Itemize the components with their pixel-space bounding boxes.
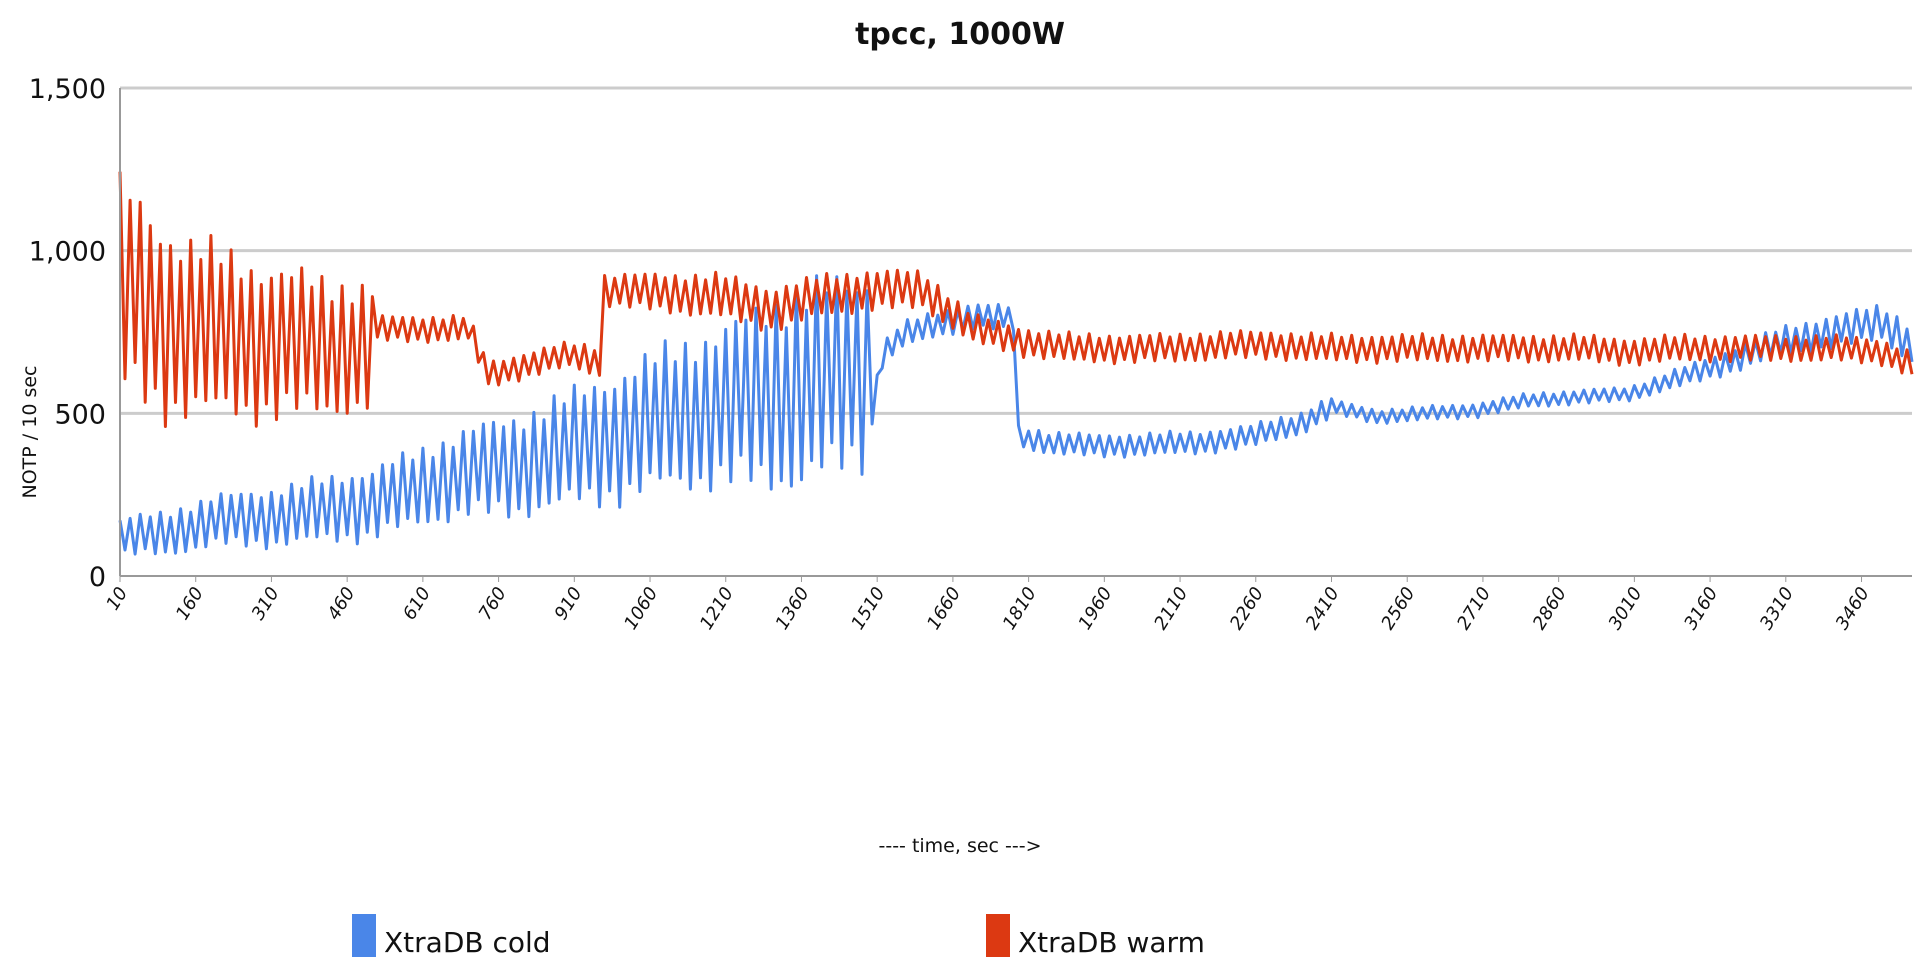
x-tick-label: 1360 xyxy=(772,584,814,634)
x-tick-label: 610 xyxy=(399,584,435,624)
x-axis-ticks: 10 160 310 460 610 760 910 1060 1210 1360 1510 1660… xyxy=(102,576,1874,634)
x-tick-label: 160 xyxy=(172,584,208,624)
series-line-xtradb-cold xyxy=(118,274,1914,556)
y-tick-label: 500 xyxy=(54,399,106,430)
x-tick-label: 2560 xyxy=(1377,584,1419,634)
legend-swatch xyxy=(352,914,376,957)
x-tick-label: 2110 xyxy=(1150,584,1192,634)
x-tick-label: 1810 xyxy=(999,584,1041,634)
series-line-xtradb-warm xyxy=(118,171,1914,428)
x-tick-label: 1660 xyxy=(923,584,965,634)
y-tick-label: 1,000 xyxy=(29,237,106,268)
x-tick-label: 10 xyxy=(102,584,132,615)
x-tick-label: 1510 xyxy=(847,584,889,634)
x-tick-label: 2710 xyxy=(1453,584,1495,634)
x-tick-label: 1060 xyxy=(620,584,662,634)
x-tick-label: 2410 xyxy=(1302,584,1344,634)
series-lines xyxy=(118,171,1914,556)
gridlines xyxy=(120,86,1912,415)
y-axis-ticks: 0 500 1,000 1,500 xyxy=(29,74,106,593)
x-tick-label: 1210 xyxy=(696,584,738,634)
y-tick-label: 1,500 xyxy=(29,74,106,105)
x-tick-label: 3460 xyxy=(1832,584,1874,634)
legend-swatch xyxy=(986,914,1010,957)
chart-title: tpcc, 1000W xyxy=(855,17,1065,52)
x-tick-label: 1960 xyxy=(1074,584,1116,634)
x-tick-label: 2860 xyxy=(1529,584,1571,634)
y-tick-label: 0 xyxy=(89,562,106,593)
y-axis-title: NOTP / 10 sec xyxy=(19,366,41,499)
x-tick-label: 460 xyxy=(323,584,359,624)
x-tick-label: 760 xyxy=(475,584,511,624)
legend-label: XtraDB warm xyxy=(1018,926,1205,957)
legend: XtraDB cold XtraDB warm xyxy=(352,914,1205,957)
x-tick-label: 3310 xyxy=(1756,584,1798,634)
x-tick-label: 2260 xyxy=(1226,584,1268,634)
x-tick-label: 310 xyxy=(248,584,284,624)
x-axis-title: ---- time, sec ---> xyxy=(878,835,1041,857)
x-tick-label: 3160 xyxy=(1680,584,1722,634)
legend-label: XtraDB cold xyxy=(384,926,551,957)
x-tick-label: 910 xyxy=(551,584,587,624)
x-tick-label: 3010 xyxy=(1605,584,1647,634)
